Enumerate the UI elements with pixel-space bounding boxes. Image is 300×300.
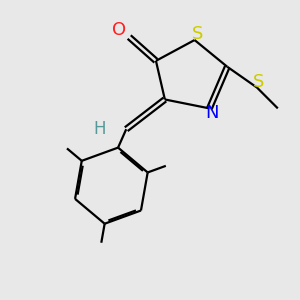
Text: O: O [112, 21, 126, 39]
Text: N: N [206, 104, 219, 122]
Text: H: H [93, 120, 106, 138]
Text: S: S [253, 73, 264, 91]
Text: S: S [192, 25, 203, 43]
